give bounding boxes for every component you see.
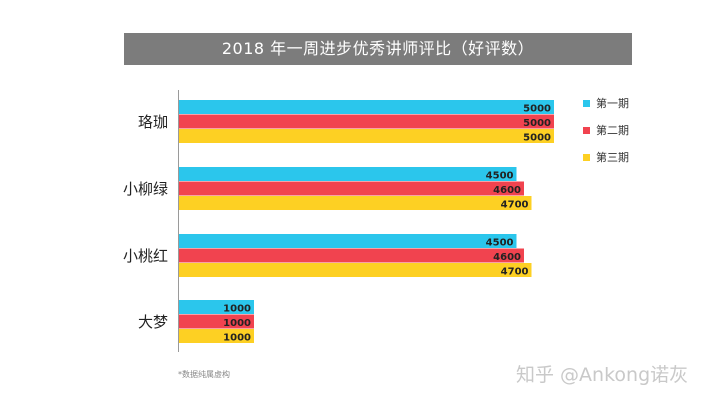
bar	[179, 234, 517, 248]
data-label: 4500	[486, 237, 514, 248]
data-label: 1000	[223, 303, 251, 314]
data-labels-layer: 5000 5000 5000 4500 4600 4700 4500 4600 4700 1000…	[223, 103, 551, 343]
data-label: 5000	[523, 118, 551, 129]
bar	[179, 314, 254, 329]
bar	[179, 300, 254, 314]
category-label: 小柳绿	[123, 180, 168, 198]
footnote: *数据纯属虚构	[178, 370, 230, 379]
bar	[179, 114, 554, 129]
data-label: 4500	[486, 170, 514, 181]
category-label: 大梦	[138, 313, 168, 331]
bar	[179, 100, 554, 114]
data-label: 1000	[223, 332, 251, 343]
data-label: 4600	[493, 185, 521, 196]
data-label: 5000	[523, 132, 551, 143]
data-label: 4700	[501, 199, 529, 210]
bar	[179, 181, 524, 196]
data-label: 4600	[493, 252, 521, 263]
legend-label: 第二期	[596, 123, 629, 137]
bar	[179, 167, 517, 181]
bar	[179, 196, 532, 210]
legend-label: 第一期	[596, 96, 629, 110]
chart-title: 2018 年一周进步优秀讲师评比（好评数）	[124, 33, 632, 65]
bar	[179, 329, 254, 343]
legend-swatch	[583, 127, 590, 134]
legend-swatch	[583, 100, 590, 107]
bar	[179, 248, 524, 263]
category-label: 小桃红	[123, 247, 168, 265]
data-label: 5000	[523, 103, 551, 114]
bar	[179, 129, 554, 143]
legend-swatch	[583, 154, 590, 161]
data-label: 4700	[501, 266, 529, 277]
legend-label: 第三期	[596, 150, 629, 164]
data-label: 1000	[223, 318, 251, 329]
watermark: 知乎 @Ankong诺灰	[516, 364, 689, 386]
bar	[179, 263, 532, 277]
category-label: 珞珈	[138, 113, 168, 131]
bars-layer	[179, 100, 554, 343]
